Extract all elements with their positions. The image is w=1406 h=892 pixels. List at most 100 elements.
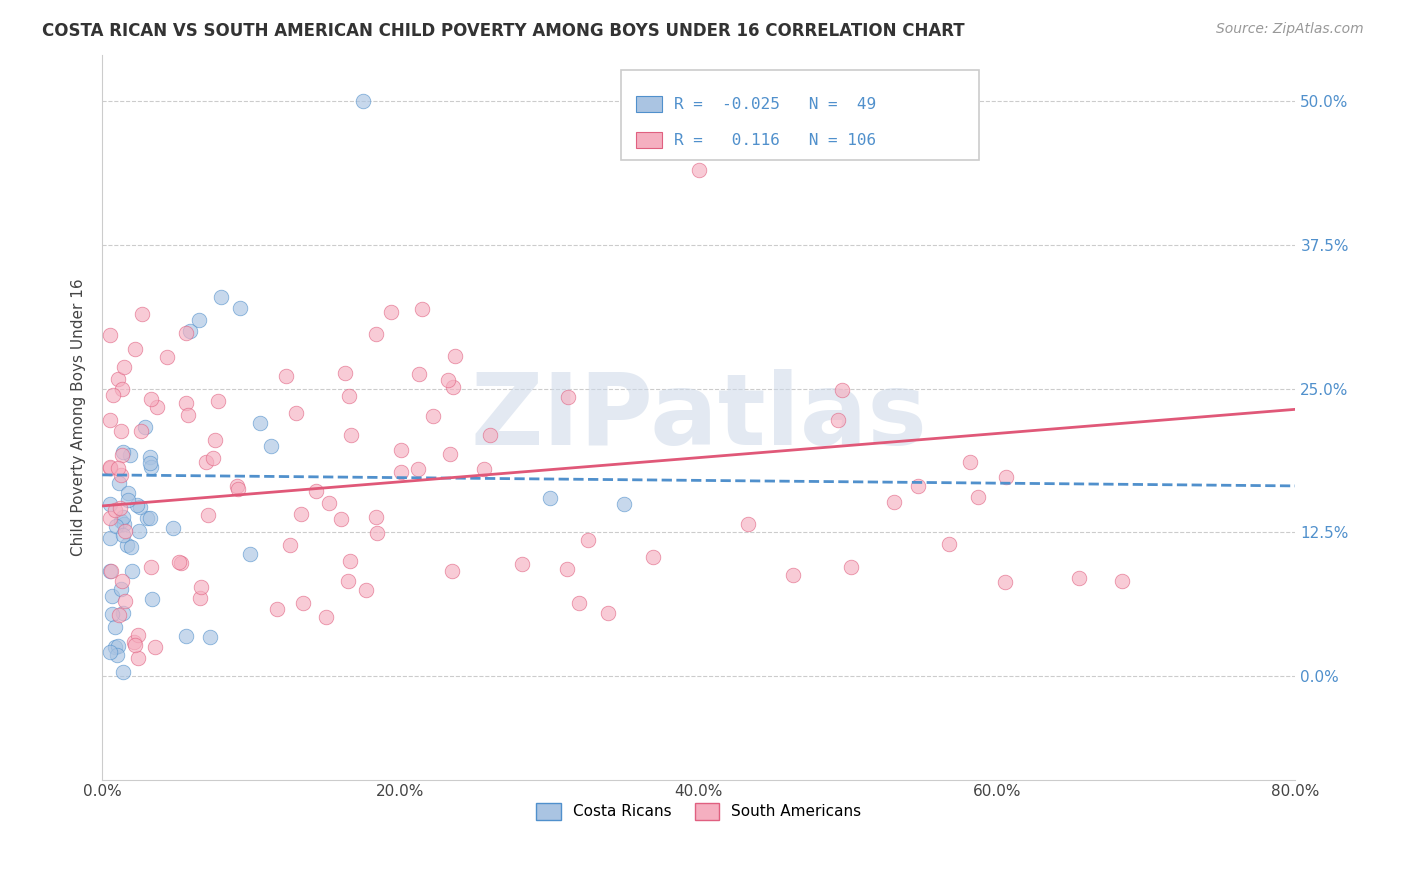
Costa Ricans	[112, 516, 135, 531]
Costa Ricans	[101, 607, 124, 622]
South Americans	[146, 400, 169, 414]
South Americans	[441, 564, 464, 578]
South Americans	[174, 396, 197, 410]
South Americans	[782, 567, 804, 582]
South Americans	[315, 610, 337, 624]
Text: ZIPatlas: ZIPatlas	[471, 369, 928, 466]
Costa Ricans	[613, 497, 636, 511]
South Americans	[994, 574, 1017, 589]
Costa Ricans	[128, 524, 150, 539]
Costa Ricans	[127, 499, 149, 513]
Costa Ricans	[101, 589, 124, 603]
South Americans	[380, 304, 402, 318]
South Americans	[226, 482, 249, 496]
Costa Ricans	[104, 620, 127, 634]
Costa Ricans	[104, 640, 127, 654]
South Americans	[110, 467, 132, 482]
Costa Ricans	[229, 301, 252, 315]
Costa Ricans	[238, 547, 260, 561]
Costa Ricans	[141, 592, 163, 607]
South Americans	[318, 496, 340, 510]
South Americans	[225, 479, 247, 493]
Costa Ricans	[117, 486, 139, 500]
South Americans	[127, 651, 149, 665]
South Americans	[883, 494, 905, 508]
Costa Ricans	[112, 510, 135, 524]
South Americans	[107, 372, 129, 386]
South Americans	[831, 383, 853, 397]
South Americans	[195, 455, 218, 469]
South Americans	[389, 443, 412, 458]
Costa Ricans	[105, 648, 128, 662]
South Americans	[110, 425, 132, 439]
South Americans	[330, 512, 353, 526]
South Americans	[278, 538, 301, 552]
South Americans	[155, 351, 177, 365]
South Americans	[98, 511, 121, 525]
South Americans	[907, 479, 929, 493]
South Americans	[290, 507, 312, 521]
Costa Ricans	[128, 500, 150, 514]
South Americans	[557, 390, 579, 404]
South Americans	[124, 638, 146, 652]
Costa Ricans	[209, 290, 232, 304]
South Americans	[737, 517, 759, 532]
South Americans	[389, 465, 412, 479]
South Americans	[98, 327, 121, 342]
South Americans	[207, 394, 229, 409]
Costa Ricans	[198, 631, 221, 645]
South Americans	[443, 349, 465, 363]
South Americans	[141, 560, 163, 574]
Costa Ricans	[98, 531, 121, 545]
South Americans	[124, 634, 146, 648]
South Americans	[827, 412, 849, 426]
South Americans	[108, 500, 131, 515]
South Americans	[596, 606, 619, 620]
South Americans	[101, 387, 124, 401]
South Americans	[177, 409, 200, 423]
South Americans	[641, 550, 664, 565]
Costa Ricans	[174, 629, 197, 643]
Costa Ricans	[352, 94, 374, 108]
Costa Ricans	[138, 450, 160, 464]
South Americans	[555, 562, 578, 576]
Costa Ricans	[162, 521, 184, 535]
FancyBboxPatch shape	[636, 96, 662, 112]
South Americans	[408, 367, 430, 381]
Costa Ricans	[139, 511, 162, 525]
Text: Source: ZipAtlas.com: Source: ZipAtlas.com	[1216, 22, 1364, 37]
Costa Ricans	[260, 439, 283, 453]
Costa Ricans	[108, 475, 131, 490]
South Americans	[108, 608, 131, 623]
Costa Ricans	[111, 665, 134, 679]
Costa Ricans	[110, 582, 132, 597]
Costa Ricans	[139, 460, 162, 475]
South Americans	[366, 326, 388, 341]
Costa Ricans	[110, 514, 132, 528]
South Americans	[111, 574, 134, 589]
South Americans	[337, 389, 360, 403]
Costa Ricans	[117, 493, 139, 508]
Text: R =  -0.025   N =  49: R = -0.025 N = 49	[673, 96, 876, 112]
FancyBboxPatch shape	[636, 132, 662, 148]
South Americans	[439, 447, 461, 461]
South Americans	[437, 373, 460, 387]
South Americans	[103, 503, 125, 517]
South Americans	[127, 628, 149, 642]
South Americans	[333, 366, 356, 380]
Costa Ricans	[111, 606, 134, 620]
Costa Ricans	[134, 419, 156, 434]
South Americans	[276, 369, 298, 384]
South Americans	[98, 413, 121, 427]
Costa Ricans	[115, 538, 138, 552]
Costa Ricans	[249, 416, 271, 430]
South Americans	[100, 564, 122, 578]
South Americans	[1111, 574, 1133, 588]
South Americans	[202, 450, 225, 465]
South Americans	[139, 392, 162, 406]
Legend: Costa Ricans, South Americans: Costa Ricans, South Americans	[530, 797, 868, 826]
Costa Ricans	[538, 491, 561, 505]
FancyBboxPatch shape	[621, 70, 979, 161]
Costa Ricans	[98, 564, 121, 578]
South Americans	[366, 525, 388, 540]
